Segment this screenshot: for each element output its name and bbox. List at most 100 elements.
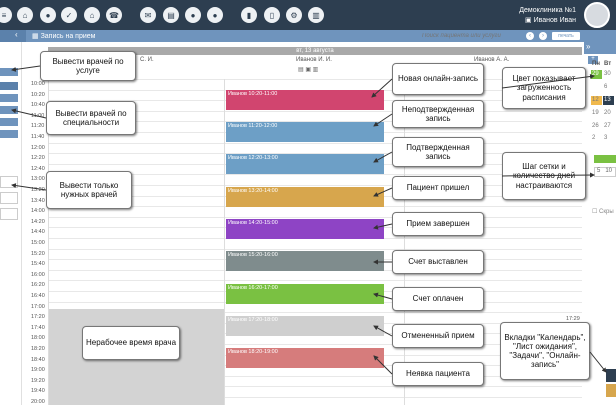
- home-icon[interactable]: ⌂: [17, 7, 33, 23]
- time-label: 11:00: [31, 112, 45, 119]
- time-label: 19:20: [31, 377, 45, 384]
- calendar-day[interactable]: 13: [604, 97, 611, 103]
- appointment-label: Иванов 16:20-17:00: [228, 285, 278, 291]
- time-row[interactable]: [48, 110, 582, 121]
- appointment-block[interactable]: Иванов 10:20-11:00: [226, 90, 384, 110]
- documents-icon[interactable]: ▤: [163, 7, 179, 23]
- reports-icon[interactable]: ▮: [241, 7, 257, 23]
- calendar-day[interactable]: 12: [592, 97, 599, 103]
- time-row[interactable]: [48, 121, 582, 131]
- appointment-block[interactable]: Иванов 17:20-18:00: [226, 316, 384, 336]
- time-row[interactable]: [48, 238, 582, 248]
- gear-icon[interactable]: ⚙: [286, 7, 302, 23]
- tab-waitlist[interactable]: [606, 384, 616, 397]
- time-row[interactable]: [48, 79, 582, 89]
- callout-online-booking: Новая онлайн-запись: [392, 63, 484, 95]
- appointment-block[interactable]: Иванов 16:20-17:00: [226, 284, 384, 304]
- weekday-header: Вт: [604, 61, 612, 67]
- appointment-label: Иванов 10:20-11:00: [228, 91, 278, 97]
- appointment-label: Иванов 11:20-12:00: [228, 123, 278, 129]
- calendar-icon: ▦: [32, 33, 41, 40]
- expand-icon[interactable]: »: [586, 42, 591, 51]
- time-row[interactable]: [48, 397, 582, 405]
- appointment-block[interactable]: Иванов 18:20-19:00: [226, 348, 384, 368]
- time-row[interactable]: [48, 386, 582, 396]
- specialty-item[interactable]: [0, 118, 18, 126]
- user-name[interactable]: ▣ Иванов Иван: [525, 16, 576, 24]
- time-label: 14:20: [31, 218, 45, 225]
- specialty-item[interactable]: [0, 106, 18, 114]
- calendar-day[interactable]: 6: [604, 84, 608, 90]
- time-row[interactable]: [48, 280, 582, 290]
- collapse-left-icon[interactable]: ‹: [15, 30, 18, 39]
- avatar[interactable]: [584, 2, 610, 28]
- time-row[interactable]: [48, 153, 582, 163]
- time-label: 10:40: [31, 102, 45, 109]
- time-label: 10:20: [31, 91, 45, 98]
- doctor-checkbox[interactable]: [0, 176, 18, 188]
- calendar-day[interactable]: 29: [592, 71, 599, 77]
- column-divider: [404, 79, 405, 405]
- callout-tabs: Вкладки "Календарь", "Лист ожидания", "З…: [500, 322, 590, 380]
- search-input[interactable]: [422, 31, 518, 41]
- appointment-block[interactable]: Иванов 11:20-12:00: [226, 122, 384, 142]
- specialty-item[interactable]: [0, 94, 18, 102]
- prev-day-icon[interactable]: ‹: [526, 32, 534, 40]
- next-day-icon[interactable]: ›: [539, 32, 547, 40]
- time-row[interactable]: [48, 312, 582, 322]
- time-row[interactable]: [48, 174, 582, 184]
- print-button[interactable]: печать: [552, 32, 580, 40]
- time-row[interactable]: [48, 248, 582, 259]
- calendar-day[interactable]: 2: [592, 135, 596, 141]
- left-panel-header: [0, 30, 26, 42]
- user-icon[interactable]: ●: [40, 7, 56, 23]
- calendar-day[interactable]: 19: [592, 110, 599, 116]
- appointment-block[interactable]: Иванов 14:20-15:00: [226, 219, 384, 239]
- time-row[interactable]: [48, 216, 582, 227]
- appointment-block[interactable]: Иванов 15:20-16:00: [226, 251, 384, 271]
- time-row[interactable]: [48, 269, 582, 280]
- time-row[interactable]: [48, 375, 582, 386]
- calendar-day-highlight: [591, 96, 602, 105]
- grid-settings-tab[interactable]: [594, 155, 616, 163]
- tab-calendar[interactable]: [606, 369, 616, 382]
- page-title-text: Запись на прием: [40, 33, 96, 40]
- time-label: 16:00: [31, 271, 45, 278]
- grid-step-select[interactable]: 5 10: [594, 167, 616, 177]
- appointment-block[interactable]: Иванов 13:20-14:00: [226, 187, 384, 207]
- phone-icon[interactable]: ☎: [106, 7, 122, 23]
- calendar-day[interactable]: 27: [604, 123, 611, 129]
- calendar-day[interactable]: 30: [604, 71, 611, 77]
- specialty-item[interactable]: [0, 130, 18, 138]
- callout-nonwork-time: Нерабочее время врача: [82, 326, 180, 360]
- bank-icon[interactable]: ⌂: [84, 7, 100, 23]
- time-label: 10:00: [31, 81, 45, 87]
- add-icon[interactable]: +: [588, 56, 598, 64]
- doctor-checkbox[interactable]: [0, 208, 18, 220]
- profile-icon[interactable]: ●: [207, 7, 223, 23]
- time-row[interactable]: [48, 142, 582, 153]
- file-icon[interactable]: ▯: [264, 7, 280, 23]
- appointment-block[interactable]: Иванов 12:20-13:00: [226, 154, 384, 174]
- callout-by-service: Вывести врачей по услуге: [40, 51, 136, 81]
- doctor-checkbox[interactable]: [0, 192, 18, 204]
- users-icon[interactable]: ●: [185, 7, 201, 23]
- hide-checkbox[interactable]: ☐ Скры: [592, 209, 614, 215]
- time-label: 11:40: [31, 134, 45, 140]
- specialty-dropdown[interactable]: [0, 82, 18, 90]
- callout-paid: Счет оплачен: [392, 287, 484, 311]
- time-label: 20:00: [31, 399, 45, 405]
- doctor-name: С. И.: [140, 57, 154, 63]
- doctor-actions[interactable]: ▤ ▣ ▥: [298, 67, 319, 73]
- calendar-day[interactable]: 26: [592, 123, 599, 129]
- check-icon[interactable]: ✓: [61, 7, 77, 23]
- trash-icon[interactable]: ▥: [308, 7, 324, 23]
- user-name-text: Иванов Иван: [533, 17, 576, 24]
- calendar-day[interactable]: 3: [604, 135, 608, 141]
- mail-icon[interactable]: ✉: [140, 7, 156, 23]
- menu-icon[interactable]: ≡: [0, 7, 12, 23]
- time-row[interactable]: [48, 344, 582, 354]
- time-row[interactable]: [48, 185, 582, 195]
- filter-services-button[interactable]: [0, 68, 18, 76]
- calendar-day[interactable]: 20: [604, 110, 611, 116]
